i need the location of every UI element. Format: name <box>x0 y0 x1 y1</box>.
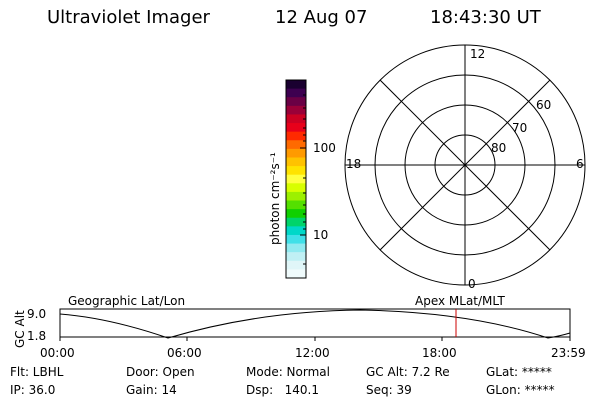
colorbar-cell <box>286 157 306 167</box>
info-seq: Seq: 39 <box>366 383 412 397</box>
colorbar-cell <box>286 148 306 158</box>
colorbar-label-100: 100 <box>313 141 336 155</box>
strip-tick-0600: 06:00 <box>167 346 202 360</box>
info-glat: GLat: ***** <box>486 365 552 379</box>
strip-y-max: 9.0 <box>27 307 47 321</box>
colorbar-cell <box>286 191 306 202</box>
time-label: 18:43:30 UT <box>430 7 541 28</box>
polar-label-12: 12 <box>470 47 486 61</box>
info-gc-alt: GC Alt: 7.2 Re <box>366 365 450 379</box>
colorbar-cell <box>286 269 306 279</box>
strip-tick-1200: 12:00 <box>295 346 330 360</box>
colorbar-cell <box>286 123 306 133</box>
strip-tick-0000: 00:00 <box>40 346 75 360</box>
colorbar-cell <box>286 243 306 253</box>
polar-label-18: 18 <box>346 157 362 171</box>
strip-y-min: 1.8 <box>27 329 47 343</box>
strip-tick-2359: 23:59 <box>551 346 586 360</box>
colorbar-cell <box>286 105 306 115</box>
info-filter: Flt: LBHL <box>10 365 64 379</box>
colorbar-cell <box>286 114 306 124</box>
strip-frame <box>59 308 571 338</box>
instrument-title: Ultraviolet Imager <box>47 7 210 28</box>
info-ip: IP: 36.0 <box>10 383 56 397</box>
colorbar-cell <box>286 226 306 236</box>
colorbar-cell <box>286 217 306 227</box>
colorbar-cell <box>286 260 306 270</box>
polar-lat-60: 60 <box>536 98 552 112</box>
colorbar-cell <box>286 252 306 262</box>
strip-x-ticks <box>59 337 571 341</box>
colorbar-frame <box>285 79 307 279</box>
colorbar-cell <box>286 183 306 193</box>
polar-label-0: 0 <box>468 277 476 291</box>
colorbar-minor-ticks <box>303 94 306 265</box>
colorbar-cell <box>286 97 306 107</box>
polar-label-6: 6 <box>576 157 584 171</box>
strip-tick-1800: 18:00 <box>422 346 457 360</box>
info-dsp: Dsp: 140.1 <box>246 383 319 397</box>
polar-diagonal-2 <box>379 79 551 251</box>
colorbar-cell <box>286 140 306 150</box>
colorbar-label-10: 10 <box>313 228 329 242</box>
colorbar-cell <box>286 234 306 245</box>
colorbar-cell <box>286 88 306 98</box>
polar-lat-80: 80 <box>491 141 507 155</box>
colorbar-cell <box>286 131 306 141</box>
colorbar-cell <box>286 166 306 176</box>
info-mode: Mode: Normal <box>246 365 330 379</box>
colorbar-cell <box>286 174 306 184</box>
colorbar-cells <box>286 80 306 279</box>
colorbar-cell <box>286 209 306 219</box>
strip-right-title: Apex MLat/MLT <box>415 294 505 308</box>
colorbar-cell <box>286 80 306 90</box>
date-label: 12 Aug 07 <box>275 7 368 28</box>
altitude-curve <box>59 309 571 339</box>
info-gain: Gain: 14 <box>126 383 177 397</box>
polar-lat-70: 70 <box>512 121 528 135</box>
colorbar-cell <box>286 200 306 210</box>
info-glon: GLon: ***** <box>486 383 555 397</box>
info-door: Door: Open <box>126 365 195 379</box>
strip-left-title: Geographic Lat/Lon <box>68 294 186 308</box>
